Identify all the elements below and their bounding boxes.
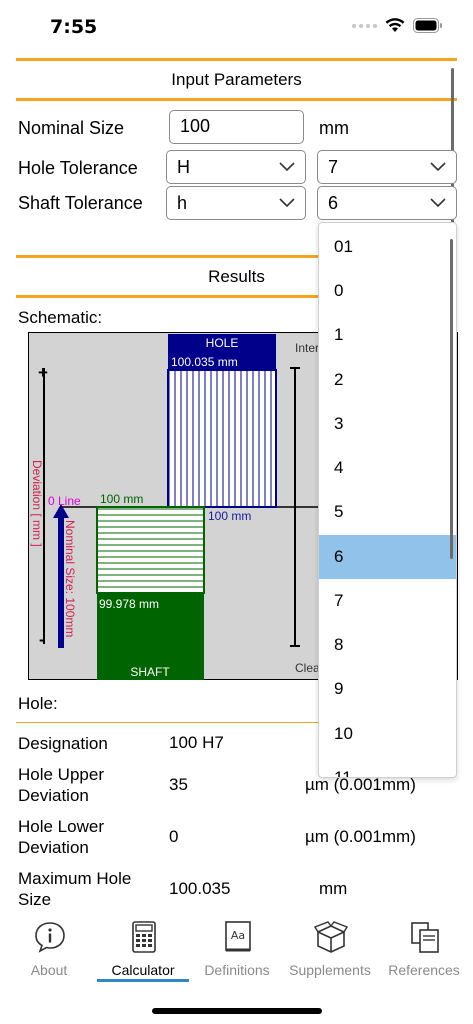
nominal-size-unit: mm [319, 118, 349, 138]
hole-header [168, 334, 276, 352]
box-icon [314, 921, 348, 953]
hole-letter-select[interactable]: H [166, 150, 306, 184]
shaft-grade-value: 6 [328, 192, 339, 213]
dropdown-option-selected[interactable]: 6 [319, 535, 456, 579]
books-icon [411, 922, 439, 953]
tab-references[interactable]: References [377, 916, 471, 986]
divider [16, 255, 457, 258]
hole-upper-band [168, 352, 276, 370]
grade-dropdown-list[interactable]: 01 0 1 2 3 4 5 6 7 8 9 10 11 [318, 222, 457, 778]
dropdown-option[interactable]: 9 [334, 679, 344, 698]
hole-lower-size: 100 mm [208, 509, 251, 523]
hole-upper-deviation-unit: µm (0.001mm) [305, 775, 416, 794]
max-hole-size-unit: mm [319, 879, 348, 898]
dropdown-option[interactable]: 0 [334, 281, 344, 300]
dropdown-option[interactable]: 5 [334, 502, 344, 521]
divider [16, 295, 457, 298]
dropdown-option[interactable]: 2 [334, 370, 344, 389]
status-icons [352, 18, 443, 33]
tab-calculator[interactable]: Calculator [96, 916, 190, 986]
battery-icon [413, 18, 442, 33]
shaft-tolerance-zone [96, 506, 205, 594]
home-indicator[interactable] [152, 1008, 322, 1014]
page-scrollbar[interactable] [451, 68, 454, 228]
wifi-icon [385, 18, 405, 32]
dropdown-scrollbar[interactable] [450, 239, 453, 559]
input-section-title: Input Parameters [171, 70, 302, 89]
zero-line-label: 0 Line [48, 494, 81, 508]
deviation-axis-label: Deviation [ mm ] [30, 460, 44, 547]
dropdown-option[interactable]: 01 [334, 237, 353, 256]
hole-upper-deviation-label: Hole Upper Deviation [18, 765, 104, 805]
divider [16, 58, 457, 61]
nominal-size-label: Nominal Size [18, 118, 125, 138]
nominal-size-input[interactable]: 100 [169, 110, 304, 144]
calculator-icon [132, 921, 156, 953]
dropdown-option[interactable]: 3 [334, 414, 344, 433]
hole-grade-select[interactable]: 7 [317, 150, 457, 184]
shaft-body [97, 593, 204, 680]
dropdown-option[interactable]: 4 [334, 458, 344, 477]
tab-references-label: References [388, 962, 460, 978]
shaft-letter-value: h [177, 192, 188, 213]
minus-sign: - [39, 630, 45, 649]
nominal-size-label: Nominal Size: 100mm [63, 520, 77, 637]
chevron-down-icon [279, 198, 295, 208]
status-bar: 7:55 [0, 0, 473, 56]
tab-supplements-label: Supplements [289, 962, 371, 978]
shaft-letter-select[interactable]: h [166, 186, 306, 220]
tab-about[interactable]: About [2, 916, 96, 986]
active-tab-indicator [97, 979, 189, 982]
hole-lower-deviation-value: 0 [169, 827, 179, 846]
hole-upper-size: 100.035 mm [171, 355, 238, 369]
hole-grade-value: 7 [328, 156, 339, 177]
designation-value: 100 H7 [169, 733, 224, 752]
chevron-down-icon [279, 162, 295, 172]
hole-tolerance-zone [167, 369, 277, 508]
tab-calculator-label: Calculator [111, 962, 175, 978]
hole-section-title: Hole: [18, 694, 58, 713]
shaft-upper-size: 100 mm [100, 492, 143, 506]
hole-label: HOLE [206, 336, 239, 350]
chevron-down-icon [430, 162, 446, 172]
tab-bar: About Calculator Aa Definitions Suppleme… [0, 916, 473, 986]
dropdown-option[interactable]: 10 [334, 724, 353, 743]
divider [16, 722, 457, 723]
signal-icon [352, 23, 377, 28]
tab-supplements[interactable]: Supplements [283, 916, 377, 986]
hole-lower-deviation-label: Hole Lower Deviation [18, 817, 104, 857]
shaft-grade-select[interactable]: 6 [317, 186, 457, 220]
dictionary-icon: Aa [225, 921, 251, 952]
max-hole-size-label: Maximum Hole Size [18, 869, 132, 909]
max-hole-size-value: 100.035 [169, 879, 231, 898]
shaft-tolerance-label: Shaft Tolerance [18, 193, 143, 213]
plus-sign: + [38, 363, 48, 382]
dropdown-option[interactable]: 11 [334, 768, 352, 778]
tab-about-label: About [30, 962, 68, 978]
dropdown-option[interactable]: 1 [334, 325, 344, 344]
results-section-title: Results [208, 267, 265, 286]
svg-text:Aa: Aa [231, 929, 245, 942]
tab-definitions[interactable]: Aa Definitions [190, 916, 284, 986]
shaft-label: SHAFT [130, 665, 170, 679]
dropdown-option[interactable]: 7 [334, 591, 344, 610]
tab-definitions-label: Definitions [204, 962, 270, 978]
info-bubble-icon [35, 922, 65, 953]
hole-lower-deviation-unit: µm (0.001mm) [305, 827, 416, 846]
schematic-label: Schematic: [18, 308, 103, 327]
fit-bottom-label: Clea [295, 661, 320, 675]
designation-label: Designation [18, 734, 108, 753]
chevron-down-icon [430, 198, 446, 208]
status-time: 7:55 [50, 16, 98, 38]
hole-tolerance-label: Hole Tolerance [18, 158, 138, 178]
nominal-size-arrowhead [53, 504, 69, 518]
dropdown-option[interactable]: 8 [334, 635, 344, 654]
hole-upper-deviation-value: 35 [169, 775, 188, 794]
shaft-lower-size: 99.978 mm [99, 597, 159, 611]
fit-top-label: Inter [295, 341, 319, 355]
hole-letter-value: H [177, 156, 190, 177]
divider [16, 98, 457, 101]
